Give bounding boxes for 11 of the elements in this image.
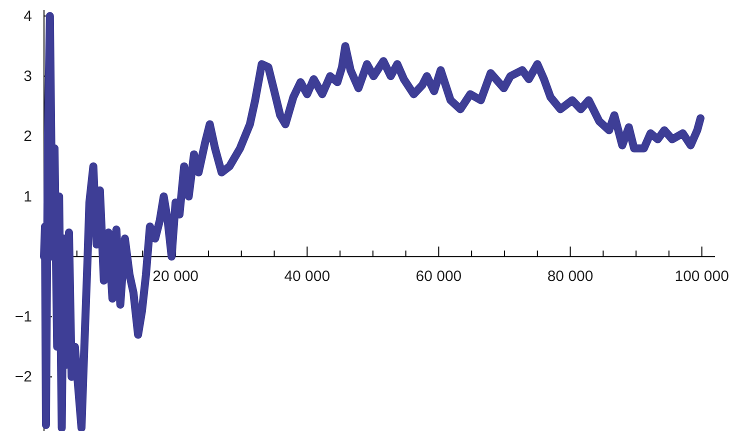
x-tick-label: 60 000 bbox=[416, 268, 462, 286]
y-tick-label: −2 bbox=[14, 368, 32, 386]
y-tick-label: 3 bbox=[24, 68, 32, 85]
y-tick-label: 2 bbox=[24, 128, 32, 146]
x-tick-label: 100 000 bbox=[674, 268, 729, 286]
y-tick-label: −1 bbox=[14, 308, 32, 326]
x-tick-label: 80 000 bbox=[547, 268, 594, 286]
x-tick-label: 40 000 bbox=[284, 268, 330, 286]
y-tick-label: 4 bbox=[24, 8, 32, 25]
x-tick-label: 20 000 bbox=[152, 268, 199, 286]
y-tick-label: 1 bbox=[24, 188, 32, 206]
